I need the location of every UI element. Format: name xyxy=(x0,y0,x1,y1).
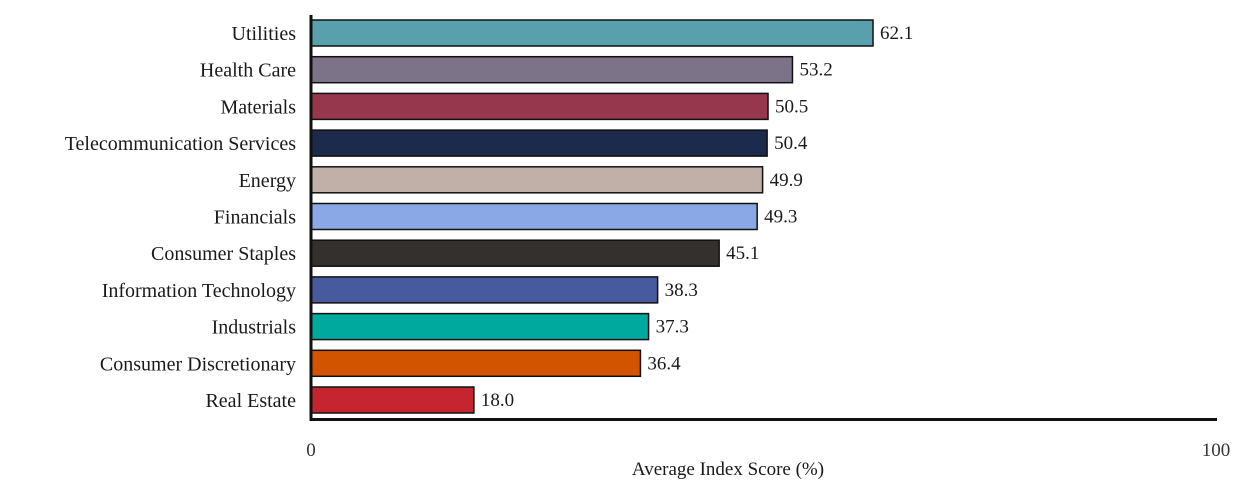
category-label-telecommunication-services: Telecommunication Services xyxy=(65,133,297,155)
value-label-health-care: 53.2 xyxy=(799,60,832,81)
bar-real-estate xyxy=(310,386,475,414)
bar-health-care xyxy=(310,55,794,84)
category-label-real-estate: Real Estate xyxy=(205,390,296,412)
bar-consumer-discretionary xyxy=(310,349,642,378)
bar-information-technology xyxy=(310,276,659,304)
bar-industrials xyxy=(310,312,650,341)
value-label-utilities: 62.1 xyxy=(880,23,913,44)
bars-layer xyxy=(310,19,874,414)
value-label-industrials: 37.3 xyxy=(656,317,689,338)
bar-financials xyxy=(310,202,758,231)
bar-materials xyxy=(310,92,769,121)
x-tick-label-min: 0 xyxy=(306,440,316,461)
bar-consumer-staples xyxy=(310,239,720,267)
value-label-energy: 49.9 xyxy=(770,170,803,191)
category-label-consumer-staples: Consumer Staples xyxy=(151,243,296,265)
bar-energy xyxy=(310,166,764,194)
category-label-information-technology: Information Technology xyxy=(102,280,296,302)
category-label-health-care: Health Care xyxy=(200,60,296,82)
category-label-utilities: Utilities xyxy=(232,23,297,45)
value-label-real-estate: 18.0 xyxy=(481,390,514,411)
value-label-information-technology: 38.3 xyxy=(665,280,698,301)
category-label-industrials: Industrials xyxy=(212,317,297,339)
category-label-consumer-discretionary: Consumer Discretionary xyxy=(100,353,296,375)
value-label-materials: 50.5 xyxy=(775,96,808,117)
category-label-materials: Materials xyxy=(220,96,296,118)
x-tick-label-max: 100 xyxy=(1202,440,1231,461)
value-label-consumer-staples: 45.1 xyxy=(726,243,759,264)
value-label-telecommunication-services: 50.4 xyxy=(774,133,808,154)
value-label-financials: 49.3 xyxy=(764,207,797,228)
category-label-financials: Financials xyxy=(214,207,296,229)
value-label-consumer-discretionary: 36.4 xyxy=(647,353,681,374)
labels-layer: Utilities 62.1 Health Care 53.2 Materials 50.… xyxy=(65,23,914,412)
bar-utilities xyxy=(310,19,874,47)
x-axis-title: Average Index Score (%) xyxy=(632,459,824,480)
bar-telecommunication-services xyxy=(310,129,768,157)
category-label-energy: Energy xyxy=(239,170,296,192)
